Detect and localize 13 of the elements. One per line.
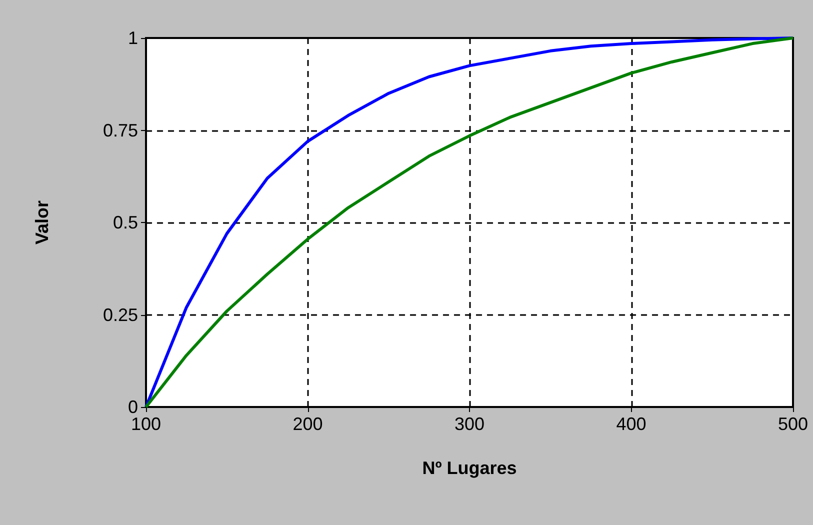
- y-tick-label: 0.5: [112, 212, 138, 232]
- line-series: [144, 36, 794, 408]
- x-tick-label: 300: [454, 414, 485, 434]
- x-tick-label: 100: [130, 414, 162, 434]
- y-tick-label: 0: [128, 397, 138, 417]
- x-tick-label: 200: [292, 414, 323, 434]
- y-axis-title: Valor: [32, 200, 52, 245]
- y-tick-label: 0.75: [102, 120, 138, 140]
- x-tick-label: 400: [616, 414, 646, 434]
- y-tick-label: 1: [128, 28, 138, 48]
- x-tick-label: 500: [778, 414, 808, 434]
- x-axis-title: Nº Lugares: [422, 458, 517, 478]
- y-tick-label: 0.25: [102, 304, 138, 325]
